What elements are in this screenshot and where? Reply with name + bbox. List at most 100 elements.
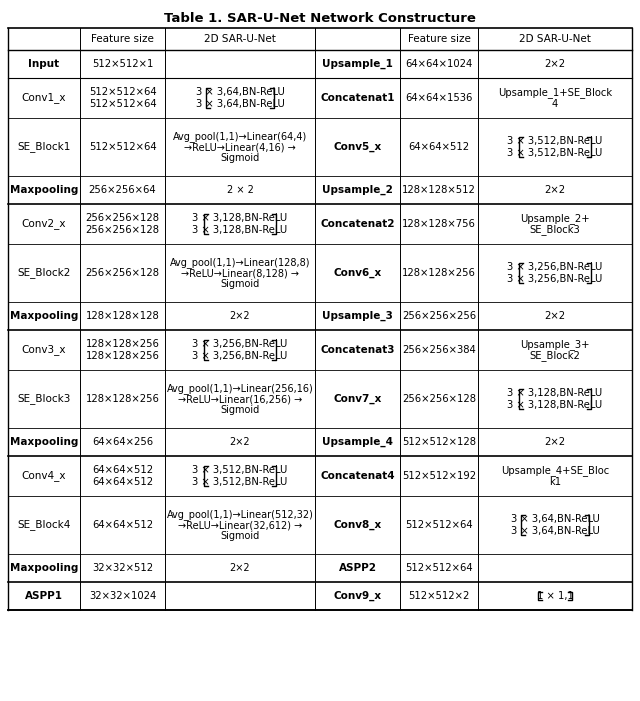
- Text: 2×2: 2×2: [230, 311, 250, 321]
- Text: 3 × 3,256,BN-ReLU: 3 × 3,256,BN-ReLU: [508, 274, 603, 284]
- Text: 3 × 3,64,BN-ReLU: 3 × 3,64,BN-ReLU: [196, 99, 284, 109]
- Text: Upsample_4: Upsample_4: [322, 437, 393, 447]
- Text: Conv5_x: Conv5_x: [333, 142, 381, 152]
- Text: 64×64×512: 64×64×512: [92, 465, 153, 475]
- Text: 512×512×64: 512×512×64: [89, 88, 156, 97]
- Text: Sigmoid: Sigmoid: [220, 405, 260, 415]
- Text: 2×2: 2×2: [545, 437, 566, 447]
- Text: 256×256×384: 256×256×384: [402, 345, 476, 355]
- Text: 512×512×64: 512×512×64: [405, 563, 473, 573]
- Text: →ReLU→Linear(8,128) →: →ReLU→Linear(8,128) →: [181, 268, 299, 278]
- Text: 3 × 3,256,BN-ReLU: 3 × 3,256,BN-ReLU: [192, 350, 288, 361]
- Text: 256×256×128: 256×256×128: [86, 213, 159, 224]
- Text: 3 × 3,128,BN-ReLU: 3 × 3,128,BN-ReLU: [508, 400, 603, 410]
- Text: 2×2: 2×2: [545, 185, 566, 195]
- Text: 256×256×128: 256×256×128: [86, 268, 159, 278]
- Text: 2×2: 2×2: [545, 311, 566, 321]
- Text: 3 × 3,512,BN-ReLU: 3 × 3,512,BN-ReLU: [192, 477, 288, 486]
- Text: 3 × 3,64,BN-ReLU: 3 × 3,64,BN-ReLU: [511, 515, 600, 524]
- Text: 256×256×64: 256×256×64: [89, 185, 156, 195]
- Text: ASPP2: ASPP2: [339, 563, 376, 573]
- Text: SE_Block1: SE_Block1: [17, 142, 70, 152]
- Text: 64×64×256: 64×64×256: [92, 437, 153, 447]
- Text: 128×128×256: 128×128×256: [86, 350, 159, 360]
- Text: 3 × 3,512,BN-ReLU: 3 × 3,512,BN-ReLU: [508, 148, 603, 158]
- Text: Conv8_x: Conv8_x: [333, 520, 381, 530]
- Text: ASPP1: ASPP1: [25, 591, 63, 601]
- Text: Feature size: Feature size: [408, 34, 470, 44]
- Text: SE_Block4: SE_Block4: [17, 519, 70, 531]
- Text: Upsample_4+SE_Bloc: Upsample_4+SE_Bloc: [501, 465, 609, 476]
- Text: 64×64×1536: 64×64×1536: [405, 93, 473, 103]
- Text: Upsample_2: Upsample_2: [322, 185, 393, 195]
- Text: 256×256×128: 256×256×128: [86, 224, 159, 235]
- Text: 32×32×512: 32×32×512: [92, 563, 153, 573]
- Text: Conv7_x: Conv7_x: [333, 394, 381, 404]
- Text: 2×2: 2×2: [230, 437, 250, 447]
- Text: 1 × 1,1: 1 × 1,1: [536, 591, 573, 601]
- Text: Conv9_x: Conv9_x: [333, 591, 381, 601]
- Text: 128×128×256: 128×128×256: [86, 394, 159, 404]
- Text: SE_Block3: SE_Block3: [530, 224, 580, 235]
- Text: 64×64×512: 64×64×512: [92, 520, 153, 530]
- Text: →ReLU→Linear(16,256) →: →ReLU→Linear(16,256) →: [178, 394, 302, 404]
- Text: Sigmoid: Sigmoid: [220, 531, 260, 541]
- Text: 128×128×512: 128×128×512: [402, 185, 476, 195]
- Text: 256×256×256: 256×256×256: [402, 311, 476, 321]
- Text: Sigmoid: Sigmoid: [220, 153, 260, 163]
- Text: Maxpooling: Maxpooling: [10, 185, 78, 195]
- Text: Concatenat3: Concatenat3: [320, 345, 395, 355]
- Text: 3 × 3,128,BN-ReLU: 3 × 3,128,BN-ReLU: [508, 388, 603, 398]
- Text: 512×512×192: 512×512×192: [402, 471, 476, 481]
- Text: Table 1. SAR-U-Net Network Constructure: Table 1. SAR-U-Net Network Constructure: [164, 12, 476, 25]
- Text: Conv2_x: Conv2_x: [22, 219, 67, 229]
- Text: Concatenat2: Concatenat2: [320, 219, 395, 229]
- Text: 2×2: 2×2: [230, 563, 250, 573]
- Text: 3 × 3,128,BN-ReLU: 3 × 3,128,BN-ReLU: [193, 213, 287, 223]
- Text: Avg_pool(1,1)→Linear(128,8): Avg_pool(1,1)→Linear(128,8): [170, 257, 310, 268]
- Text: →ReLU→Linear(4,16) →: →ReLU→Linear(4,16) →: [184, 142, 296, 152]
- Text: 128×128×756: 128×128×756: [402, 219, 476, 229]
- Text: 64×64×1024: 64×64×1024: [405, 59, 472, 69]
- Text: Avg_pool(1,1)→Linear(256,16): Avg_pool(1,1)→Linear(256,16): [166, 383, 314, 393]
- Text: 3 × 3,256,BN-ReLU: 3 × 3,256,BN-ReLU: [192, 339, 288, 349]
- Text: Feature size: Feature size: [91, 34, 154, 44]
- Text: 512×512×2: 512×512×2: [408, 591, 470, 601]
- Text: Upsample_2+: Upsample_2+: [520, 213, 590, 224]
- Text: 512×512×64: 512×512×64: [89, 99, 156, 109]
- Text: SE_Block2: SE_Block2: [529, 350, 580, 361]
- Text: 3 × 3,128,BN-ReLU: 3 × 3,128,BN-ReLU: [193, 225, 287, 235]
- Text: 3 × 3,64,BN-ReLU: 3 × 3,64,BN-ReLU: [196, 87, 284, 97]
- Text: Upsample_3+: Upsample_3+: [520, 339, 589, 350]
- Text: 128×128×256: 128×128×256: [86, 339, 159, 349]
- Text: 128×128×256: 128×128×256: [402, 268, 476, 278]
- Text: 64×64×512: 64×64×512: [92, 477, 153, 486]
- Text: Upsample_1+SE_Block: Upsample_1+SE_Block: [498, 87, 612, 98]
- Text: Maxpooling: Maxpooling: [10, 437, 78, 447]
- Text: Avg_pool(1,1)→Linear(512,32): Avg_pool(1,1)→Linear(512,32): [166, 509, 314, 519]
- Text: Upsample_1: Upsample_1: [322, 59, 393, 69]
- Text: Conv4_x: Conv4_x: [22, 470, 67, 482]
- Text: SE_Block3: SE_Block3: [17, 393, 70, 404]
- Text: Concatenat4: Concatenat4: [320, 471, 395, 481]
- Text: 4: 4: [552, 99, 558, 109]
- Text: 2×2: 2×2: [545, 59, 566, 69]
- Text: Sigmoid: Sigmoid: [220, 279, 260, 289]
- Text: Conv6_x: Conv6_x: [333, 268, 381, 278]
- Text: Concatenat1: Concatenat1: [320, 93, 395, 103]
- Text: 2 × 2: 2 × 2: [227, 185, 253, 195]
- Text: 512×512×64: 512×512×64: [89, 142, 156, 152]
- Text: →ReLU→Linear(32,612) →: →ReLU→Linear(32,612) →: [178, 520, 302, 530]
- Text: 256×256×128: 256×256×128: [402, 394, 476, 404]
- Text: 3 × 3,512,BN-ReLU: 3 × 3,512,BN-ReLU: [508, 136, 603, 147]
- Text: 128×128×128: 128×128×128: [86, 311, 159, 321]
- Text: 3 × 3,256,BN-ReLU: 3 × 3,256,BN-ReLU: [508, 262, 603, 272]
- Text: 64×64×512: 64×64×512: [408, 142, 470, 152]
- Text: 512×512×128: 512×512×128: [402, 437, 476, 447]
- Text: Upsample_3: Upsample_3: [322, 311, 393, 321]
- Text: SE_Block2: SE_Block2: [17, 268, 70, 278]
- Text: Input: Input: [28, 59, 60, 69]
- Text: 32×32×1024: 32×32×1024: [89, 591, 156, 601]
- Text: Conv3_x: Conv3_x: [22, 345, 67, 355]
- Text: Maxpooling: Maxpooling: [10, 563, 78, 573]
